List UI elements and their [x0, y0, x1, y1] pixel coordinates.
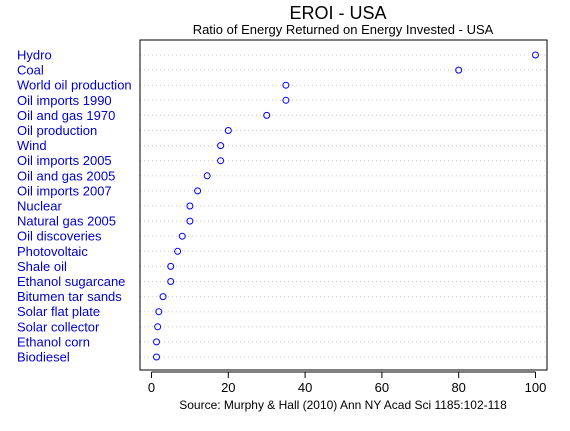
category-label: Oil and gas 2005 — [17, 168, 115, 183]
category-label: Oil production — [17, 123, 97, 138]
category-label: Natural gas 2005 — [17, 214, 116, 229]
data-point — [203, 172, 211, 180]
category-label: Oil discoveries — [17, 229, 102, 244]
data-point — [224, 127, 232, 134]
category-label: Biodiesel — [17, 350, 70, 365]
x-tick-label: 100 — [525, 380, 547, 395]
category-label: Nuclear — [17, 199, 62, 214]
data-point — [167, 278, 175, 285]
category-label: Wind — [17, 138, 47, 153]
source-note: Source: Murphy & Hall (2010) Ann NY Acad… — [179, 398, 507, 412]
x-tick-label: 20 — [221, 380, 235, 395]
data-point — [186, 217, 194, 225]
category-label: Ethanol sugarcane — [17, 274, 125, 289]
data-point — [174, 247, 182, 255]
x-tick-label: 60 — [375, 380, 389, 395]
category-label: Solar collector — [17, 319, 100, 334]
data-point — [282, 81, 290, 89]
chart-title: EROI - USA — [289, 3, 386, 23]
category-label: Oil imports 2007 — [17, 183, 112, 198]
data-point — [159, 293, 167, 301]
data-point — [186, 202, 194, 210]
data-point — [167, 262, 175, 270]
data-point — [263, 111, 271, 119]
category-label: Ethanol corn — [17, 334, 90, 349]
data-point — [155, 308, 163, 316]
category-label: Photovoltaic — [17, 244, 88, 259]
category-label: Coal — [17, 63, 44, 78]
category-label: World oil production — [17, 78, 132, 93]
data-point — [217, 157, 225, 165]
x-tick-label: 0 — [148, 380, 155, 395]
data-point — [194, 187, 202, 195]
data-point — [282, 96, 290, 104]
category-label: Shale oil — [17, 259, 67, 274]
x-tick-label: 80 — [451, 380, 465, 395]
data-point — [531, 51, 539, 59]
category-label: Hydro — [17, 48, 52, 63]
plot-frame — [139, 39, 548, 371]
x-tick-label: 40 — [298, 380, 312, 395]
x-axis: 0 20 40 60 80 100 — [148, 371, 547, 395]
category-label: Bitumen tar sands — [17, 289, 122, 304]
chart-subtitle: Ratio of Energy Returned on Energy Inves… — [193, 22, 494, 37]
data-points — [153, 51, 539, 361]
category-label: Oil imports 2005 — [17, 153, 112, 168]
data-point — [154, 323, 162, 331]
category-label: Oil and gas 1970 — [17, 108, 115, 123]
data-point — [217, 142, 225, 150]
data-point — [153, 353, 161, 361]
data-point — [178, 232, 186, 240]
grid-lines — [140, 54, 547, 358]
data-point — [455, 66, 463, 74]
category-label: Solar flat plate — [17, 304, 100, 319]
category-label: Oil imports 1990 — [17, 93, 112, 108]
data-point — [153, 338, 161, 346]
